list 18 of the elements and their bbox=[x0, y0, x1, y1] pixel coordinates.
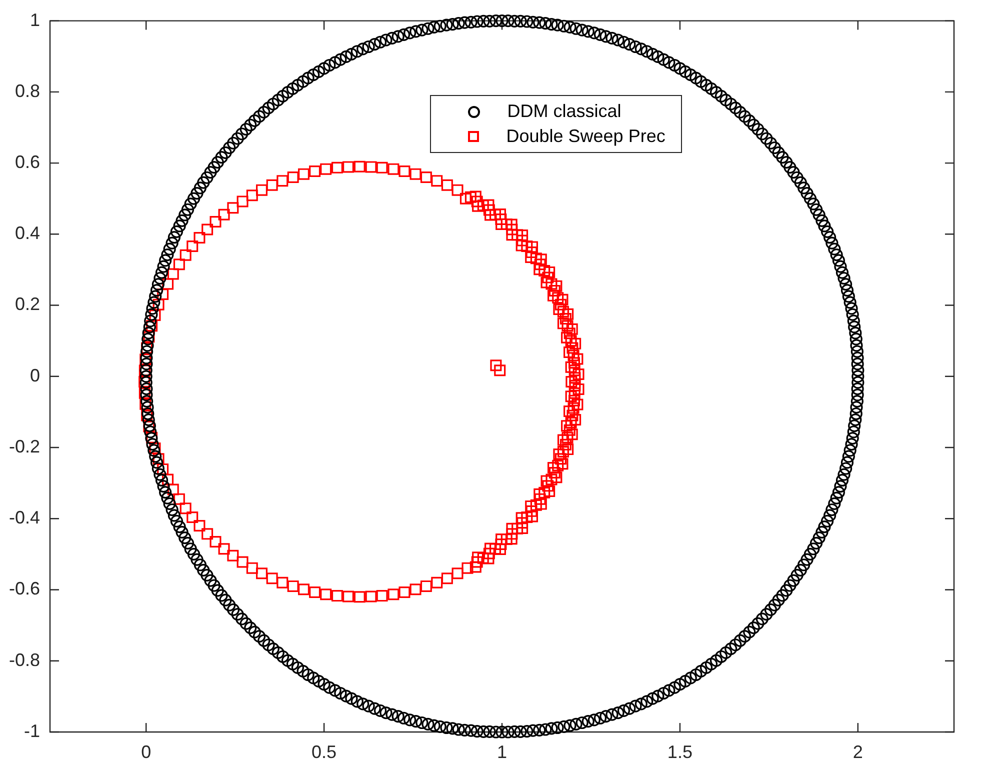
x-tick-label: 0 bbox=[141, 742, 152, 762]
y-tick-label: 0.8 bbox=[14, 80, 40, 101]
y-tick-label: 0 bbox=[30, 365, 40, 386]
legend-label: Double Sweep Prec bbox=[506, 126, 666, 148]
y-tick-label: -0.6 bbox=[8, 578, 40, 599]
y-tick-label: -0.4 bbox=[8, 508, 40, 528]
x-tick-label: 0.5 bbox=[312, 742, 337, 762]
y-tick-label: 0.2 bbox=[14, 294, 40, 314]
y-tick-label: -0.2 bbox=[8, 436, 40, 456]
x-tick-label: 2 bbox=[852, 742, 863, 762]
y-tick-label: 1 bbox=[30, 10, 40, 30]
y-tick-label: 0.4 bbox=[14, 223, 40, 244]
y-tick-label: 0.6 bbox=[14, 152, 40, 172]
x-tick-label: 1 bbox=[496, 742, 508, 762]
x-tick-label: 1.5 bbox=[667, 742, 692, 762]
y-tick-label: -1 bbox=[24, 720, 40, 741]
legend-label: DDM classical bbox=[507, 101, 622, 122]
y-tick-label: -0.8 bbox=[8, 650, 40, 670]
